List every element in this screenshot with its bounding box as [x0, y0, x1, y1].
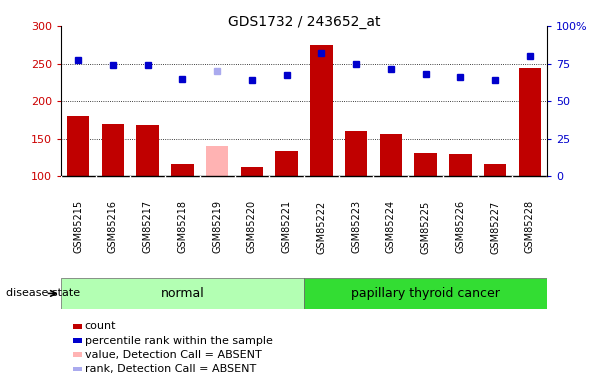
Text: normal: normal: [161, 287, 204, 300]
Text: GSM85220: GSM85220: [247, 200, 257, 254]
Text: papillary thyroid cancer: papillary thyroid cancer: [351, 287, 500, 300]
Bar: [449, 154, 472, 176]
Text: GSM85217: GSM85217: [143, 200, 153, 254]
Text: percentile rank within the sample: percentile rank within the sample: [85, 336, 273, 345]
Text: disease state: disease state: [6, 288, 80, 298]
Text: GSM85219: GSM85219: [212, 200, 222, 254]
Text: rank, Detection Call = ABSENT: rank, Detection Call = ABSENT: [85, 364, 256, 374]
Bar: [379, 134, 402, 176]
Bar: [414, 153, 437, 176]
Text: GSM85218: GSM85218: [178, 200, 187, 254]
Bar: [102, 124, 124, 176]
Text: GDS1732 / 243652_at: GDS1732 / 243652_at: [228, 15, 380, 29]
Text: GSM85226: GSM85226: [455, 200, 465, 254]
Bar: [136, 125, 159, 176]
Bar: [275, 151, 298, 176]
Text: GSM85216: GSM85216: [108, 200, 118, 254]
Text: GSM85221: GSM85221: [282, 200, 292, 254]
Bar: [67, 116, 89, 176]
Text: GSM85222: GSM85222: [316, 200, 326, 254]
Bar: [304, 278, 547, 309]
Text: GSM85223: GSM85223: [351, 200, 361, 254]
Text: count: count: [85, 321, 116, 331]
Text: GSM85228: GSM85228: [525, 200, 535, 254]
Bar: [519, 68, 541, 176]
Text: GSM85224: GSM85224: [386, 200, 396, 254]
Text: GSM85215: GSM85215: [73, 200, 83, 254]
Text: value, Detection Call = ABSENT: value, Detection Call = ABSENT: [85, 350, 261, 360]
Text: GSM85227: GSM85227: [490, 200, 500, 254]
Bar: [345, 131, 367, 176]
Bar: [310, 45, 333, 176]
Bar: [171, 164, 194, 176]
Bar: [206, 146, 229, 176]
Text: GSM85225: GSM85225: [421, 200, 430, 254]
Bar: [484, 164, 506, 176]
Bar: [241, 166, 263, 176]
Bar: [61, 278, 304, 309]
